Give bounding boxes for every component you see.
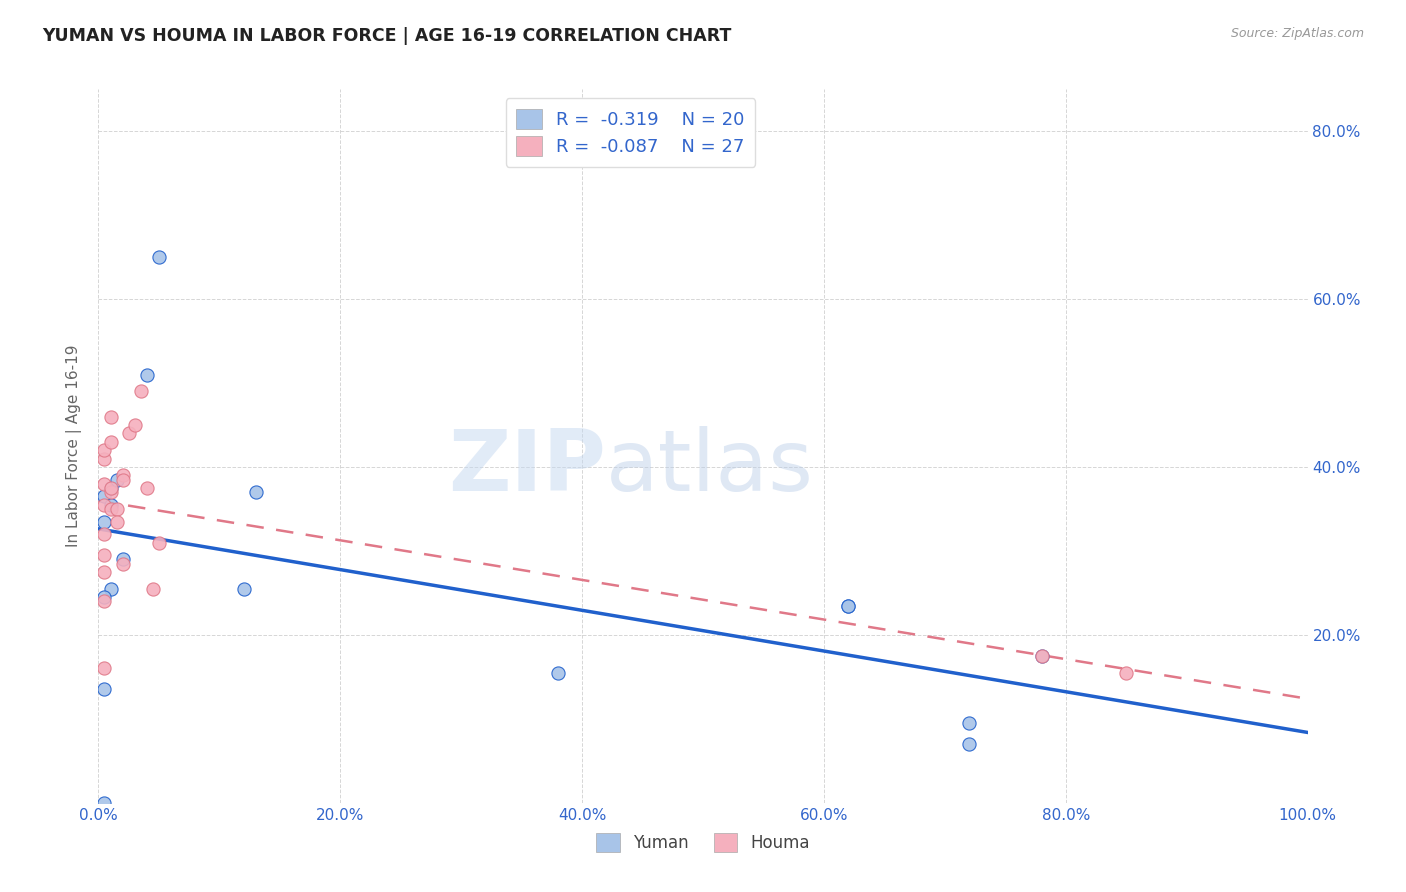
Point [118,426,141,441]
Point [957,716,980,731]
Point [1115,665,1137,680]
Point [100,582,122,596]
Point [547,665,569,680]
Point [93,565,115,579]
Point [135,368,157,382]
Point [837,599,859,613]
Point [111,557,134,571]
Point [105,502,128,516]
Point [111,473,134,487]
Point [129,384,152,399]
Point [93,476,115,491]
Point [135,481,157,495]
Point [105,515,128,529]
Point [100,485,122,500]
Text: Source: ZipAtlas.com: Source: ZipAtlas.com [1230,27,1364,40]
Point [93,548,115,562]
Point [232,582,254,596]
Point [100,481,122,495]
Point [111,468,134,483]
Text: YUMAN VS HOUMA IN LABOR FORCE | AGE 16-19 CORRELATION CHART: YUMAN VS HOUMA IN LABOR FORCE | AGE 16-1… [42,27,731,45]
Point [93,527,115,541]
Point [93,594,115,608]
Point [148,250,170,264]
Point [105,473,128,487]
Point [1031,648,1053,663]
Point [93,515,115,529]
Legend: Yuman, Houma: Yuman, Houma [589,827,817,859]
Point [837,599,859,613]
Point [111,552,134,566]
Point [124,417,146,432]
Point [93,451,115,466]
Point [957,737,980,751]
Text: atlas: atlas [606,425,814,509]
Point [1031,648,1053,663]
Point [93,796,115,810]
Point [142,582,165,596]
Point [148,535,170,549]
Point [93,661,115,675]
Point [245,485,267,500]
Point [93,590,115,604]
Point [93,498,115,512]
Point [100,481,122,495]
Point [100,498,122,512]
Point [93,489,115,503]
Point [100,409,122,424]
Point [93,443,115,458]
Y-axis label: In Labor Force | Age 16-19: In Labor Force | Age 16-19 [66,344,83,548]
Point [93,682,115,697]
Point [100,502,122,516]
Text: ZIP: ZIP [449,425,606,509]
Point [100,434,122,449]
